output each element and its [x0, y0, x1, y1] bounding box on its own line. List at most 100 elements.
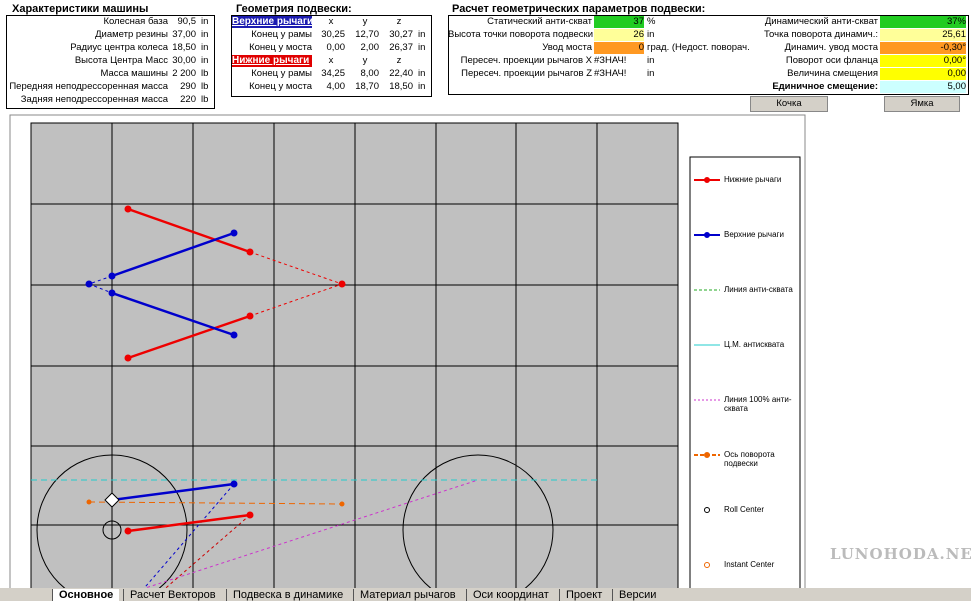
- coord-value: 12,70: [355, 29, 379, 40]
- car-panel: [6, 15, 215, 109]
- param-label: Радиус центра колеса: [70, 42, 168, 53]
- sheet-tab[interactable]: Проект: [559, 589, 608, 601]
- param-value: 290: [180, 81, 196, 92]
- calc-value: 25,61: [880, 29, 966, 41]
- calc-panel: [448, 15, 969, 95]
- unit: in: [418, 81, 426, 92]
- param-value: 90,5: [177, 16, 197, 27]
- calc-label: Величина смещения: [787, 68, 878, 79]
- column-header: y: [362, 16, 368, 27]
- watermark: LUNOHODA.NET: [830, 545, 971, 563]
- column-header: x: [328, 16, 334, 27]
- unit: %: [647, 16, 656, 27]
- sheet-tab[interactable]: Материал рычагов: [353, 589, 462, 601]
- param-label: Колесная база: [103, 16, 168, 27]
- column-header: z: [396, 55, 402, 66]
- sheet-tab[interactable]: Подвеска в динамике: [226, 589, 349, 601]
- row-label: Конец у моста: [249, 81, 312, 92]
- param-value: 30,00: [172, 55, 196, 66]
- unit: in: [201, 16, 209, 27]
- geometry-panel: [231, 15, 432, 97]
- unit: in: [647, 55, 655, 66]
- unit: lb: [201, 94, 209, 105]
- button[interactable]: Ямка: [884, 96, 960, 112]
- param-value: 18,50: [172, 42, 196, 53]
- sheet-tab[interactable]: Расчет Векторов: [123, 589, 222, 601]
- legend-marker: [704, 232, 710, 238]
- coord-value: 34,25: [321, 68, 345, 79]
- legend-box: [689, 156, 801, 594]
- column-header: y: [362, 55, 368, 66]
- legend-label: Instant Center: [724, 560, 775, 569]
- param-value: 2 200: [172, 68, 196, 79]
- calc-value: 0,00°: [880, 55, 966, 67]
- sheet-tab[interactable]: Основное: [52, 589, 120, 601]
- legend-marker: [704, 177, 710, 183]
- coord-value: 18,50: [389, 81, 413, 92]
- section-title: Расчет геометрических параметров подвеск…: [452, 3, 706, 15]
- coord-value: 18,70: [355, 81, 379, 92]
- calc-value: 0,00: [880, 68, 966, 80]
- legend-marker: [704, 562, 710, 568]
- unit: lb: [201, 68, 209, 79]
- coord-value: 0,00: [326, 42, 346, 53]
- coord-value: 30,25: [321, 29, 345, 40]
- calc-label: Динамич. увод моста: [784, 42, 878, 53]
- coord-value: 4,00: [326, 81, 346, 92]
- coord-value: 22,40: [389, 68, 413, 79]
- unit: град. (Недост. поворач.: [647, 42, 750, 53]
- row-label: Конец у рамы: [251, 29, 312, 40]
- row-label: Конец у моста: [249, 42, 312, 53]
- unit: in: [201, 29, 209, 40]
- unit: in: [418, 29, 426, 40]
- column-header: z: [396, 16, 402, 27]
- coord-value: 30,27: [389, 29, 413, 40]
- legend-marker: [704, 452, 710, 458]
- param-label: Масса машины: [100, 68, 168, 79]
- calc-label: Пересеч. проекции рычагов X: [460, 55, 592, 66]
- coord-value: 26,37: [389, 42, 413, 53]
- calc-label: Пересеч. проекции рычагов Z: [461, 68, 592, 79]
- calc-value: 37%: [880, 16, 966, 28]
- param-label: Передняя неподрессоренная масса: [9, 81, 168, 92]
- column-header: x: [328, 55, 334, 66]
- calc-value: -0,30°: [880, 42, 966, 54]
- param-label: Диаметр резины: [95, 29, 168, 40]
- sheet-tab[interactable]: Оси координат: [466, 589, 555, 601]
- unit: in: [647, 29, 655, 40]
- calc-label: Высота точки поворота подвески: [448, 29, 594, 40]
- param-label: Задняя неподрессоренная масса: [20, 94, 168, 105]
- unit: in: [418, 68, 426, 79]
- legend-label: Нижние рычаги: [724, 175, 782, 184]
- legend-label: Линия анти-сквата: [724, 285, 793, 294]
- coord-value: 8,00: [360, 68, 380, 79]
- param-label: Высота Центра Масс: [74, 55, 168, 66]
- suspension-drawing: [31, 205, 597, 601]
- legend-label: Ц.М. антисквата: [724, 340, 785, 349]
- calc-value: #ЗНАЧ!: [594, 68, 627, 79]
- section-title: Геометрия подвески:: [236, 3, 352, 15]
- calc-value: 37: [594, 16, 644, 28]
- tab-bar: [0, 588, 971, 601]
- legend-label: Ось поворота подвески: [724, 450, 775, 468]
- legend-label: Roll Center: [724, 505, 765, 514]
- section-title: Характеристики машины: [12, 3, 149, 15]
- calc-label: Динамический анти-скват: [764, 16, 878, 27]
- calc-label: Единичное смещение:: [772, 81, 878, 92]
- group-header: Нижние рычаги: [232, 55, 312, 67]
- button[interactable]: Кочка: [750, 96, 828, 112]
- legend-label: Линия 100% анти-сквата: [724, 395, 792, 413]
- calc-value: 26: [594, 29, 644, 41]
- coord-value: 2,00: [360, 42, 380, 53]
- calc-label: Поворот оси фланца: [785, 55, 878, 66]
- param-value: 37,00: [172, 29, 196, 40]
- legend-marker: [704, 507, 710, 513]
- calc-value: 5,00: [880, 81, 966, 93]
- calc-label: Увод моста: [542, 42, 592, 53]
- legend-symbols: [694, 177, 720, 568]
- param-value: 220: [180, 94, 196, 105]
- sheet-tab[interactable]: Версии: [612, 589, 662, 601]
- calc-label: Статический анти-скват: [487, 16, 592, 27]
